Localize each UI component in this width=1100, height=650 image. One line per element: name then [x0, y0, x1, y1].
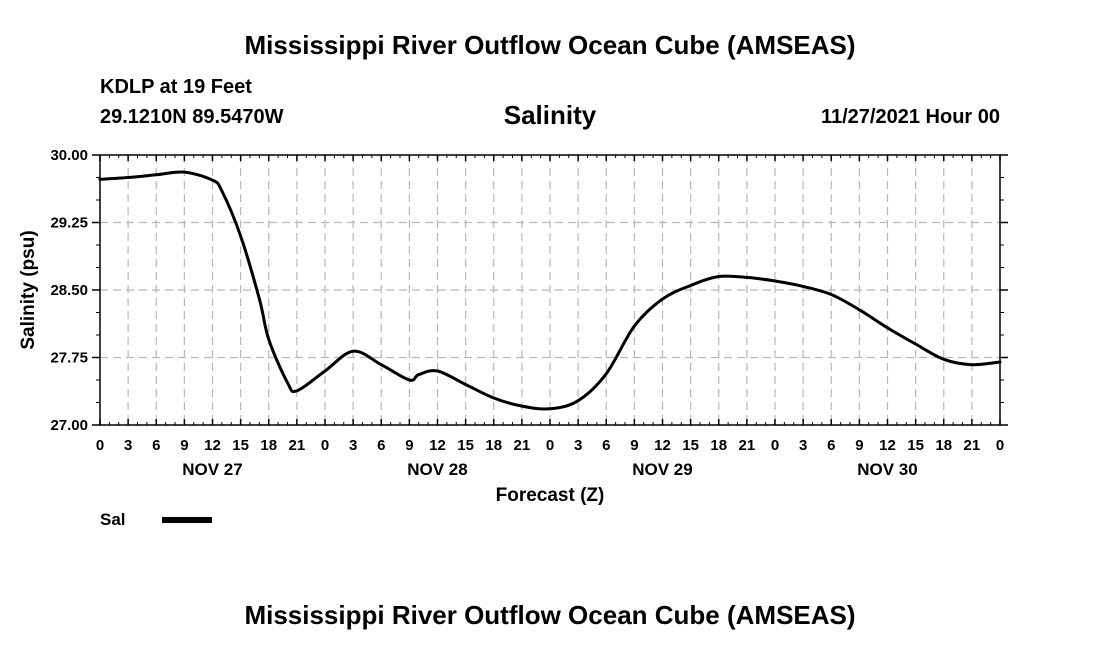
legend-label: Sal — [100, 510, 126, 529]
x-axis-label: Forecast (Z) — [496, 485, 605, 506]
x-tick-label: 9 — [405, 437, 413, 454]
x-tick-label: 6 — [377, 437, 385, 454]
x-tick-label: 3 — [799, 437, 807, 454]
y-tick-label: 30.00 — [50, 147, 88, 164]
chart-subtitle: Salinity — [503, 100, 597, 130]
axis-ticks: 0 3 6 9 12 15 18 21 0 3 6 9 12 15 18 21 0 3 6 9 12 15 18 21 0 3 6 9… — [50, 147, 1008, 479]
x-tick-label: 6 — [827, 437, 835, 454]
y-tick-label: 29.25 — [50, 215, 88, 232]
station-label: KDLP at 19 Feet — [100, 76, 252, 98]
day-label: NOV 29 — [632, 460, 692, 479]
y-tick-label: 27.75 — [50, 350, 88, 367]
x-tick-label: 3 — [574, 437, 582, 454]
x-tick-label: 21 — [964, 437, 981, 454]
x-tick-label: 18 — [710, 437, 727, 454]
x-tick-label: 21 — [739, 437, 756, 454]
y-tick-label: 28.50 — [50, 282, 88, 299]
x-tick-label: 0 — [96, 437, 104, 454]
x-tick-label: 12 — [654, 437, 671, 454]
x-tick-label: 0 — [996, 437, 1004, 454]
x-tick-label: 12 — [879, 437, 896, 454]
x-tick-label: 3 — [349, 437, 357, 454]
y-tick-label: 27.00 — [50, 417, 88, 434]
station-coordinates: 29.1210N 89.5470W — [100, 106, 284, 128]
legend-swatch — [162, 517, 212, 523]
x-tick-label: 15 — [682, 437, 699, 454]
day-label: NOV 27 — [182, 460, 242, 479]
x-tick-label: 9 — [180, 437, 188, 454]
footer-title: Mississippi River Outflow Ocean Cube (AM… — [244, 600, 856, 630]
x-tick-label: 15 — [907, 437, 924, 454]
x-tick-label: 15 — [232, 437, 249, 454]
forecast-datetime: 11/27/2021 Hour 00 — [820, 106, 1000, 128]
grid-lines — [100, 155, 1000, 425]
x-tick-label: 0 — [546, 437, 554, 454]
day-label: NOV 30 — [857, 460, 917, 479]
x-tick-label: 9 — [630, 437, 638, 454]
x-tick-label: 18 — [260, 437, 277, 454]
x-tick-label: 21 — [289, 437, 306, 454]
y-axis-label: Salinity (psu) — [18, 230, 39, 349]
x-tick-label: 12 — [204, 437, 221, 454]
x-tick-label: 9 — [855, 437, 863, 454]
x-tick-label: 15 — [457, 437, 474, 454]
x-tick-label: 0 — [771, 437, 779, 454]
x-tick-label: 18 — [485, 437, 502, 454]
day-label: NOV 28 — [407, 460, 467, 479]
x-tick-label: 21 — [514, 437, 531, 454]
x-tick-label: 0 — [321, 437, 329, 454]
x-tick-label: 3 — [124, 437, 132, 454]
chart-title: Mississippi River Outflow Ocean Cube (AM… — [244, 30, 856, 60]
x-tick-label: 6 — [152, 437, 160, 454]
x-tick-label: 12 — [429, 437, 446, 454]
salinity-chart: 0 3 6 9 12 15 18 21 0 3 6 9 12 15 18 21 0 3 6 9 12 15 18 21 0 3 6 9… — [18, 147, 1008, 506]
series-line-sal — [98, 170, 1002, 411]
x-tick-label: 6 — [602, 437, 610, 454]
x-tick-label: 18 — [935, 437, 952, 454]
